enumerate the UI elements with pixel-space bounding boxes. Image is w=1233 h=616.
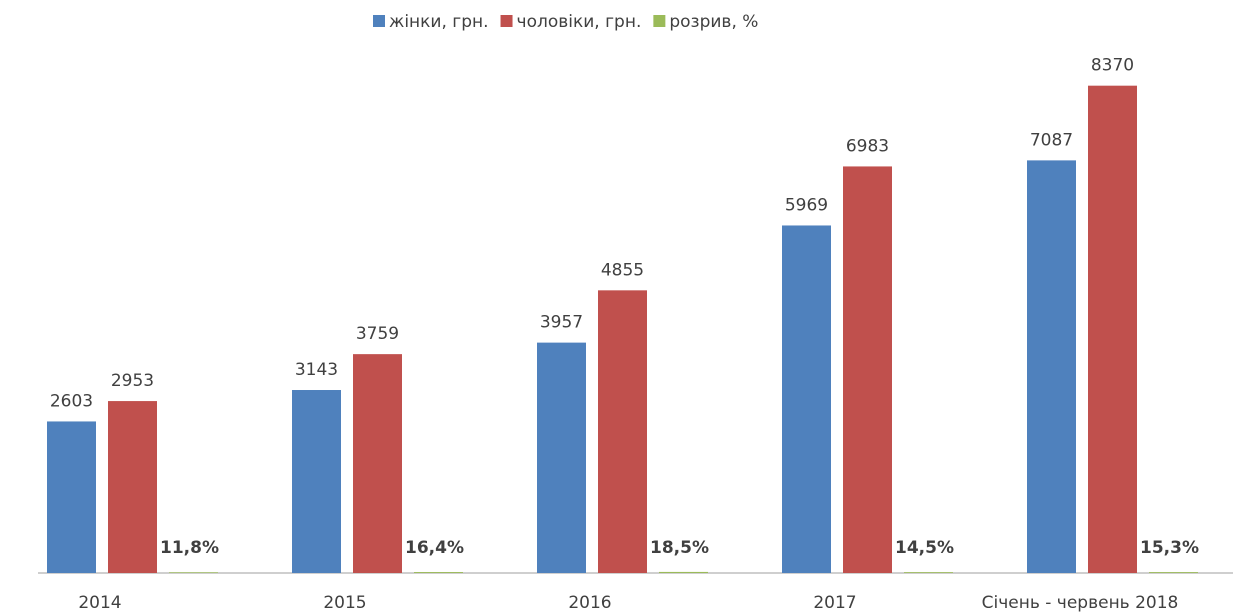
x-tick-label: 2014 <box>78 593 121 613</box>
bar <box>292 390 341 573</box>
data-label: 7087 <box>1030 130 1073 150</box>
bar <box>598 290 647 573</box>
legend-swatch <box>653 15 666 27</box>
bar <box>537 342 586 573</box>
data-label: 11,8% <box>160 538 219 558</box>
x-tick-label: 2017 <box>813 593 856 613</box>
bar <box>414 572 463 573</box>
data-label: 14,5% <box>895 538 954 558</box>
bar <box>782 225 831 573</box>
data-label: 2953 <box>111 371 154 391</box>
data-label: 3759 <box>356 324 399 344</box>
data-label: 16,4% <box>405 538 464 558</box>
data-label: 3957 <box>540 313 583 333</box>
legend-label: жінки, грн. <box>389 12 489 32</box>
data-label: 18,5% <box>650 538 709 558</box>
bar <box>169 572 218 573</box>
bar <box>1149 572 1198 573</box>
bar <box>843 166 892 574</box>
x-tick-label: 2016 <box>568 593 611 613</box>
data-label: 3143 <box>295 360 338 380</box>
data-label: 2603 <box>50 391 93 411</box>
bar <box>47 421 96 573</box>
bar <box>1088 85 1137 574</box>
bar <box>904 572 953 573</box>
data-label: 15,3% <box>1140 538 1199 558</box>
bar <box>108 401 157 573</box>
data-label: 8370 <box>1091 56 1134 76</box>
legend-label: чоловіки, грн. <box>517 12 642 32</box>
bar <box>659 571 708 573</box>
data-label: 4855 <box>601 260 644 280</box>
bar <box>1027 160 1076 574</box>
x-tick-label: Січень - червень 2018 <box>982 593 1179 613</box>
legend-label: розрив, % <box>669 12 758 32</box>
data-label: 5969 <box>785 195 828 215</box>
bar <box>353 354 402 573</box>
x-tick-label: 2015 <box>323 593 366 613</box>
legend-swatch <box>373 15 385 27</box>
legend-swatch <box>500 15 513 27</box>
data-label: 6983 <box>846 136 889 156</box>
